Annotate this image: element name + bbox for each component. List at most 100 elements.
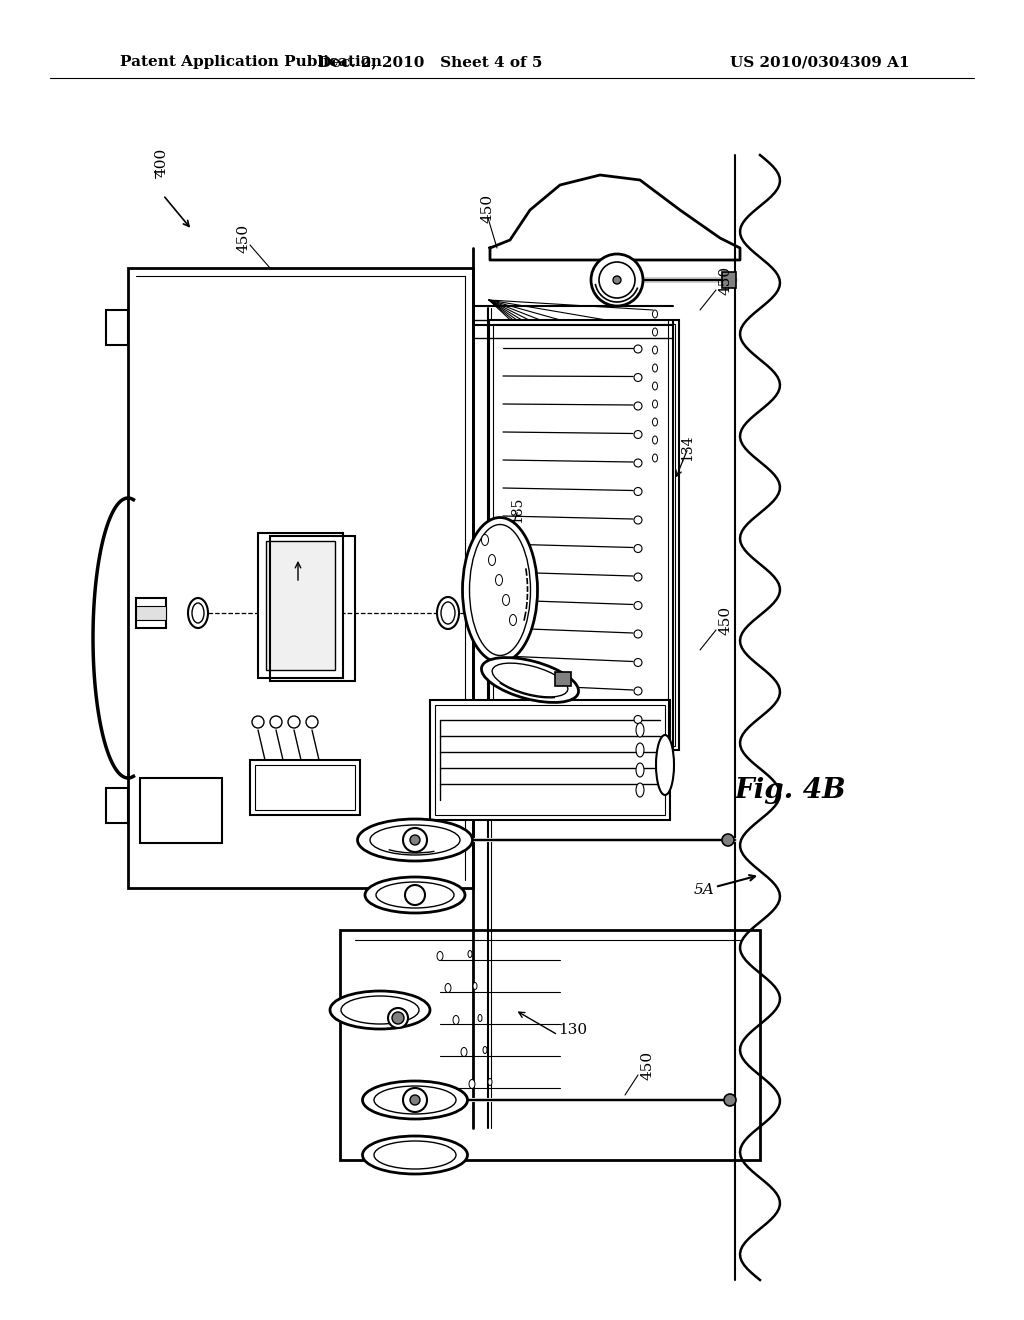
Ellipse shape bbox=[652, 381, 657, 389]
Circle shape bbox=[634, 430, 642, 438]
Circle shape bbox=[288, 715, 300, 729]
Text: 185: 185 bbox=[510, 496, 524, 523]
Ellipse shape bbox=[652, 327, 657, 337]
Circle shape bbox=[410, 836, 420, 845]
Ellipse shape bbox=[388, 1008, 408, 1028]
Ellipse shape bbox=[483, 1047, 487, 1053]
Polygon shape bbox=[490, 176, 740, 260]
Text: 130: 130 bbox=[558, 1023, 587, 1038]
Ellipse shape bbox=[652, 436, 657, 444]
Ellipse shape bbox=[463, 517, 538, 663]
Text: 450: 450 bbox=[718, 606, 732, 635]
Bar bbox=[128, 268, 473, 888]
Ellipse shape bbox=[362, 1137, 468, 1173]
Text: 400: 400 bbox=[155, 148, 169, 177]
Ellipse shape bbox=[652, 418, 657, 426]
Bar bbox=[140, 777, 222, 843]
Bar bbox=[493, 323, 675, 746]
Bar bbox=[250, 760, 360, 814]
Ellipse shape bbox=[510, 615, 516, 626]
Ellipse shape bbox=[493, 663, 568, 697]
Circle shape bbox=[634, 573, 642, 581]
Ellipse shape bbox=[488, 554, 496, 565]
Ellipse shape bbox=[469, 1080, 475, 1089]
Ellipse shape bbox=[441, 602, 455, 624]
Circle shape bbox=[634, 715, 642, 723]
Ellipse shape bbox=[496, 574, 503, 586]
Ellipse shape bbox=[437, 952, 443, 961]
Ellipse shape bbox=[362, 1081, 468, 1119]
Circle shape bbox=[392, 1012, 404, 1024]
Circle shape bbox=[406, 884, 425, 906]
Ellipse shape bbox=[376, 882, 454, 908]
Ellipse shape bbox=[656, 735, 674, 795]
Ellipse shape bbox=[652, 454, 657, 462]
Ellipse shape bbox=[636, 723, 644, 737]
Ellipse shape bbox=[599, 261, 635, 298]
Circle shape bbox=[403, 828, 427, 851]
Circle shape bbox=[722, 834, 734, 846]
Polygon shape bbox=[258, 533, 343, 678]
Ellipse shape bbox=[473, 982, 477, 990]
Ellipse shape bbox=[370, 825, 460, 855]
Ellipse shape bbox=[374, 1086, 456, 1114]
Ellipse shape bbox=[437, 597, 459, 630]
Bar bbox=[430, 700, 670, 820]
Ellipse shape bbox=[469, 524, 530, 656]
Text: 450: 450 bbox=[640, 1051, 654, 1080]
Circle shape bbox=[634, 487, 642, 495]
Ellipse shape bbox=[188, 598, 208, 628]
Ellipse shape bbox=[652, 400, 657, 408]
Ellipse shape bbox=[478, 1015, 482, 1022]
Circle shape bbox=[634, 374, 642, 381]
Bar bbox=[489, 319, 679, 750]
Ellipse shape bbox=[481, 657, 579, 702]
Circle shape bbox=[634, 544, 642, 553]
Bar bbox=[136, 598, 166, 628]
Bar bbox=[106, 788, 128, 822]
Circle shape bbox=[634, 659, 642, 667]
Ellipse shape bbox=[461, 1048, 467, 1056]
Circle shape bbox=[724, 1094, 736, 1106]
Circle shape bbox=[252, 715, 264, 729]
Ellipse shape bbox=[636, 763, 644, 777]
Circle shape bbox=[634, 345, 642, 352]
Ellipse shape bbox=[374, 1140, 456, 1170]
Ellipse shape bbox=[357, 818, 472, 861]
Ellipse shape bbox=[468, 950, 472, 957]
Ellipse shape bbox=[330, 991, 430, 1030]
Ellipse shape bbox=[365, 876, 465, 913]
Text: 450: 450 bbox=[718, 265, 732, 294]
Ellipse shape bbox=[636, 783, 644, 797]
Bar bbox=[136, 606, 166, 620]
Text: Dec. 2, 2010   Sheet 4 of 5: Dec. 2, 2010 Sheet 4 of 5 bbox=[317, 55, 542, 69]
Circle shape bbox=[634, 686, 642, 696]
Ellipse shape bbox=[488, 1078, 492, 1085]
Ellipse shape bbox=[591, 253, 643, 306]
Circle shape bbox=[634, 459, 642, 467]
Ellipse shape bbox=[613, 276, 621, 284]
Ellipse shape bbox=[453, 1015, 459, 1024]
Text: Patent Application Publication: Patent Application Publication bbox=[120, 55, 382, 69]
Circle shape bbox=[410, 1096, 420, 1105]
Circle shape bbox=[403, 1088, 427, 1111]
Bar bbox=[106, 310, 128, 345]
Ellipse shape bbox=[503, 594, 510, 606]
Bar bbox=[555, 672, 571, 686]
Text: US 2010/0304309 A1: US 2010/0304309 A1 bbox=[730, 55, 909, 69]
Bar bbox=[722, 272, 736, 288]
Bar bbox=[340, 931, 760, 1160]
Text: 5A: 5A bbox=[693, 883, 714, 898]
Ellipse shape bbox=[652, 310, 657, 318]
Text: 450: 450 bbox=[481, 194, 495, 223]
Ellipse shape bbox=[652, 346, 657, 354]
Circle shape bbox=[634, 403, 642, 411]
Ellipse shape bbox=[652, 364, 657, 372]
Polygon shape bbox=[266, 541, 335, 671]
Ellipse shape bbox=[445, 983, 451, 993]
Circle shape bbox=[634, 630, 642, 638]
Text: 450: 450 bbox=[236, 223, 250, 252]
Ellipse shape bbox=[636, 743, 644, 756]
Circle shape bbox=[634, 602, 642, 610]
Circle shape bbox=[270, 715, 282, 729]
